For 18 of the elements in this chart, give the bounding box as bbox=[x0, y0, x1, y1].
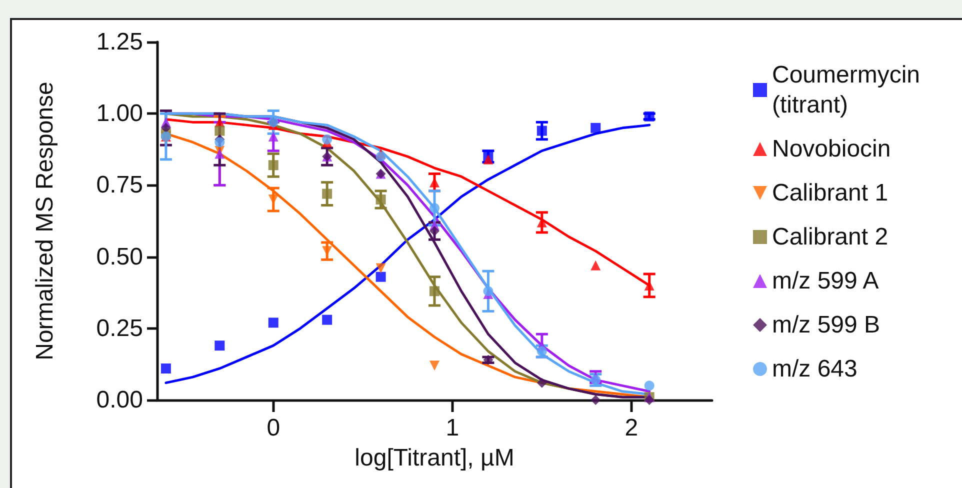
x-tick-label: 2 bbox=[624, 414, 638, 442]
legend-label: m/z 599 B bbox=[772, 312, 880, 338]
legend-label: m/z 643 bbox=[772, 356, 858, 382]
y-tick-label: 0.00 bbox=[96, 386, 143, 414]
y-axis-title: Normalized MS Response bbox=[32, 82, 58, 360]
y-tick-label: 0.75 bbox=[96, 172, 143, 199]
legend-label: Coumermycin (titrant) bbox=[772, 62, 927, 118]
y-tick-label: 1.00 bbox=[96, 100, 143, 128]
legend-label: Novobiocin bbox=[772, 136, 891, 162]
legend-label: Calibrant 2 bbox=[772, 224, 888, 250]
legend-label: m/z 599 A bbox=[772, 268, 879, 294]
legend-label: Calibrant 1 bbox=[772, 180, 888, 206]
y-tick-label: 0.25 bbox=[96, 314, 143, 342]
x-axis-title: log[Titrant], µM bbox=[354, 444, 514, 472]
y-tick-label: 0.50 bbox=[96, 243, 143, 270]
y-tick-label: 1.25 bbox=[96, 28, 143, 56]
x-tick-label: 1 bbox=[446, 414, 460, 442]
x-tick-label: 0 bbox=[266, 414, 280, 442]
